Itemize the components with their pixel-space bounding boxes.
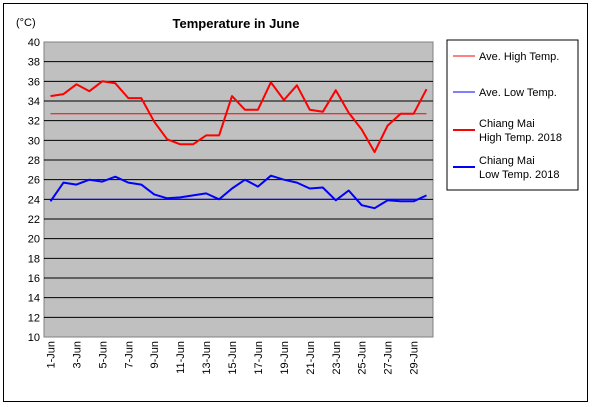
y-tick-label: 24: [28, 194, 40, 206]
x-tick-label: 17-Jun: [253, 341, 265, 375]
x-tick-label: 15-Jun: [227, 341, 239, 375]
x-tick-label: 23-Jun: [331, 341, 343, 375]
y-tick-label: 26: [28, 175, 40, 187]
y-tick-label: 36: [28, 76, 40, 88]
y-tick-label: 20: [28, 234, 40, 246]
y-axis-ticks: 10 12 14 16 18 20 22 24 26 28 30 32 34 36 38 40: [28, 37, 40, 344]
x-tick-label: 27-Jun: [383, 341, 395, 375]
x-tick-label: 7-Jun: [123, 341, 135, 369]
x-tick-label: 9-Jun: [149, 341, 161, 369]
x-tick-label: 11-Jun: [175, 341, 187, 374]
x-tick-label: 13-Jun: [201, 341, 213, 375]
x-tick-label: 19-Jun: [279, 341, 291, 375]
plot-area: [43, 41, 434, 338]
y-tick-label: 38: [28, 57, 40, 69]
legend-label: Chiang Mai: [479, 118, 535, 130]
series-lines: [49, 80, 428, 210]
legend: Ave. High Temp. Ave. Low Temp. Chiang Mai H…: [446, 39, 579, 191]
legend-label: Ave. Low Temp.: [479, 87, 557, 99]
legend-box: [446, 39, 579, 191]
legend-label: Chiang Mai: [479, 155, 535, 167]
x-tick-label: 29-Jun: [409, 341, 421, 375]
legend-label: High Temp. 2018: [479, 132, 562, 144]
y-tick-label: 10: [28, 332, 40, 344]
y-tick-label: 28: [28, 155, 40, 167]
y-tick-label: 12: [28, 312, 40, 324]
x-tick-label: 1-Jun: [46, 341, 58, 369]
legend-label: Low Temp. 2018: [479, 169, 560, 181]
x-tick-label: 25-Jun: [357, 341, 369, 375]
x-tick-label: 3-Jun: [71, 341, 83, 369]
y-tick-label: 34: [28, 96, 40, 108]
y-tick-label: 16: [28, 273, 40, 285]
chart-title: Temperature in June: [173, 16, 300, 31]
y-tick-label: 14: [28, 293, 40, 305]
y-tick-label: 30: [28, 135, 40, 147]
legend-label: Ave. High Temp.: [479, 51, 559, 63]
y-tick-label: 32: [28, 116, 40, 128]
y-axis-unit-label: (°C): [16, 17, 36, 29]
y-tick-label: 22: [28, 214, 40, 226]
x-axis-ticks: 1-Jun 3-Jun 5-Jun 7-Jun 9-Jun 11-Jun 13-Jun 15-…: [46, 341, 421, 375]
x-tick-label: 5-Jun: [97, 341, 109, 369]
y-tick-label: 40: [28, 37, 40, 49]
series-line: [49, 174, 427, 210]
y-tick-label: 18: [28, 253, 40, 265]
series-line: [50, 80, 428, 154]
x-tick-label: 21-Jun: [305, 341, 317, 375]
